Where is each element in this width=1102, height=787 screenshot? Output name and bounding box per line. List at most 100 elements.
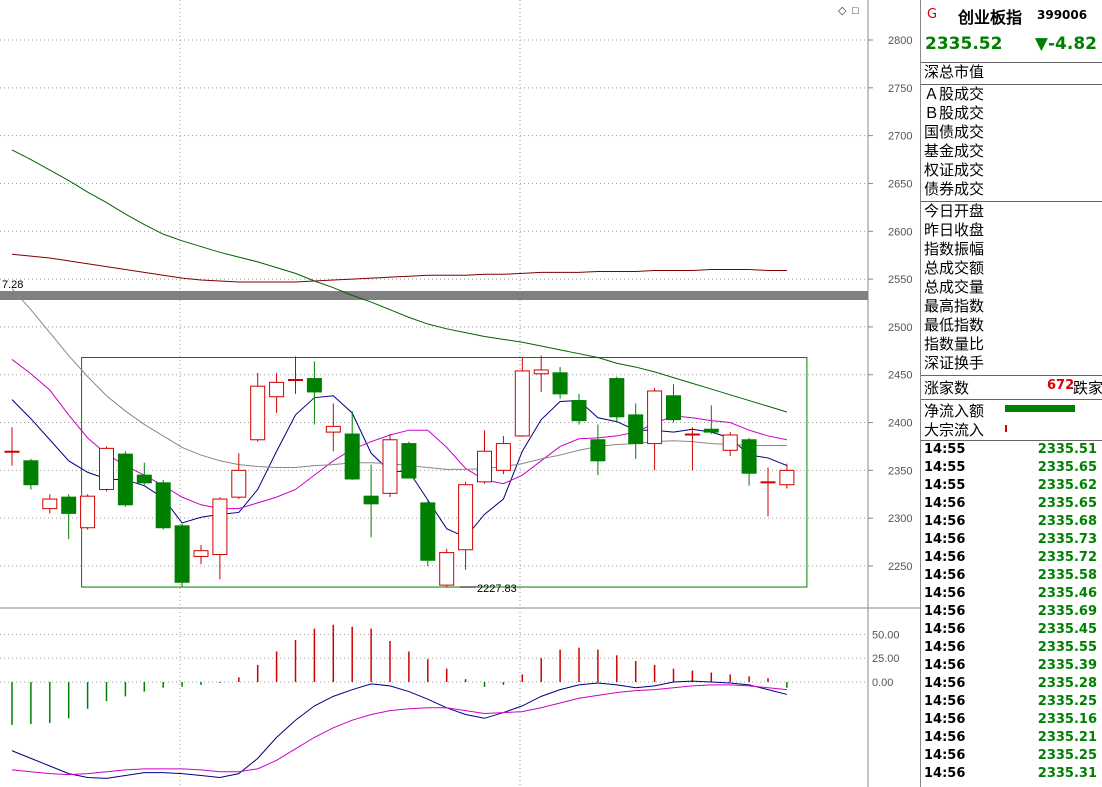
last-price: 2335.52 [925, 34, 1003, 54]
stat-label: Ａ股成交 [924, 85, 985, 103]
tick-time: 14:56 [924, 550, 966, 565]
restore-icon[interactable]: □ [852, 5, 859, 17]
price-change: ▼-4.82 [1034, 34, 1097, 54]
candle-body [533, 369, 549, 375]
diamond-icon[interactable]: ◇ [838, 5, 847, 17]
candle [155, 479, 171, 530]
candle [23, 458, 39, 490]
candle [193, 544, 209, 565]
quote-header: G 创业板指 399006 [921, 0, 1102, 30]
candles[interactable] [4, 355, 795, 588]
price-tick-label: 2650 [888, 178, 912, 190]
candle-body [684, 433, 700, 436]
tick-time: 14:56 [924, 586, 966, 601]
candle [533, 355, 549, 392]
tick-time: 14:55 [924, 460, 966, 475]
price-tick-label: 2450 [888, 370, 912, 382]
price-axis: 2250 2300 2350 2400 2450 2500 2550 2600 2650 2700… [868, 35, 912, 573]
net-inflow-bar [1005, 405, 1075, 412]
price-tick-label: 2800 [888, 35, 912, 47]
tick-time: 14:56 [924, 766, 966, 781]
tick-price: 2335.69 [1037, 604, 1097, 619]
tick-price: 2335.65 [1037, 496, 1097, 511]
ma60-line [11, 149, 788, 413]
candle-body [722, 434, 738, 451]
stat-label: 指数量比 [924, 335, 985, 353]
stat-label: 昨日收盘 [924, 221, 985, 239]
left-edge-label: 7.28 [2, 279, 23, 291]
candle-body [80, 495, 96, 529]
tick-row: 14:56 2335.31 [921, 765, 1102, 783]
price-tick-label: 2400 [888, 418, 912, 430]
tick-row: 14:56 2335.25 [921, 747, 1102, 765]
candle [231, 453, 247, 500]
tick-row: 14:56 2335.39 [921, 657, 1102, 675]
candle-body [609, 378, 625, 418]
fall-count: 672 [1047, 378, 1075, 393]
tick-price: 2335.51 [1037, 442, 1097, 457]
stat-label: 最低指数 [924, 316, 985, 334]
stat-label: 深总市值 [924, 63, 985, 81]
ma120-line [11, 253, 787, 283]
candle [306, 361, 322, 425]
market-flag: G [927, 7, 938, 22]
tick-price: 2335.21 [1037, 730, 1097, 745]
candle [117, 451, 133, 507]
candle-body [42, 498, 58, 510]
candle-body [231, 469, 247, 498]
price-tick-label: 2500 [888, 322, 912, 334]
candle [99, 446, 114, 492]
kline-chart[interactable]: 2250 2300 2350 2400 2450 2500 2550 2600 2650 2700… [0, 0, 920, 787]
tick-price: 2335.16 [1037, 712, 1097, 727]
macd-tick-label: 50.00 [872, 629, 900, 641]
tick-row: 14:55 2335.65 [921, 459, 1102, 477]
tick-price: 2335.45 [1037, 622, 1097, 637]
consolidation-rect [81, 357, 808, 588]
candle [288, 356, 303, 394]
macd-dif-line [11, 680, 788, 779]
candle [571, 393, 587, 425]
candle [495, 435, 511, 475]
candle [477, 430, 492, 484]
tick-time: 14:56 [924, 640, 966, 655]
macd-dea-line [11, 684, 787, 776]
candle [80, 494, 96, 530]
candle-body [760, 481, 776, 484]
candle-body [288, 379, 303, 382]
tick-time: 14:56 [924, 658, 966, 673]
tick-row: 14:56 2335.69 [921, 603, 1102, 621]
tick-price: 2335.28 [1037, 676, 1097, 691]
candle-body [344, 433, 360, 480]
tick-row: 14:55 2335.51 [921, 441, 1102, 459]
price-band-bar [0, 291, 868, 300]
window-controls[interactable]: ◇ □ [838, 5, 859, 17]
candle-body [155, 482, 171, 529]
candle-body [628, 414, 644, 445]
kline-chart-area[interactable]: 2250 2300 2350 2400 2450 2500 2550 2600 2650 2700… [0, 0, 920, 787]
candle [590, 424, 606, 476]
tick-row: 14:56 2335.21 [921, 729, 1102, 747]
candle [609, 376, 625, 423]
price-row: 2335.52 ▼-4.82 [921, 32, 1102, 58]
candle-body [514, 370, 530, 437]
candle [458, 481, 474, 570]
candle [401, 441, 417, 479]
tick-price: 2335.39 [1037, 658, 1097, 673]
tick-price: 2335.72 [1037, 550, 1097, 565]
candle-body [666, 395, 681, 421]
tick-list[interactable]: 14:55 2335.51 14:55 2335.65 14:55 2335.62 14:5… [921, 440, 1102, 783]
price-tick-label: 2600 [888, 226, 912, 238]
candle-body [382, 439, 398, 494]
candle-body [703, 428, 719, 433]
stat-label: 深证换手 [924, 354, 985, 372]
price-tick-label: 2350 [888, 465, 912, 477]
price-tick-label: 2300 [888, 513, 912, 525]
candle [42, 494, 58, 514]
tick-row: 14:56 2335.58 [921, 567, 1102, 585]
block-inflow-bar [1005, 425, 1007, 432]
candle [628, 403, 644, 459]
tick-price: 2335.65 [1037, 460, 1097, 475]
tick-row: 14:56 2335.25 [921, 693, 1102, 711]
tick-time: 14:56 [924, 514, 966, 529]
block-inflow-label: 大宗流入 [924, 421, 985, 439]
